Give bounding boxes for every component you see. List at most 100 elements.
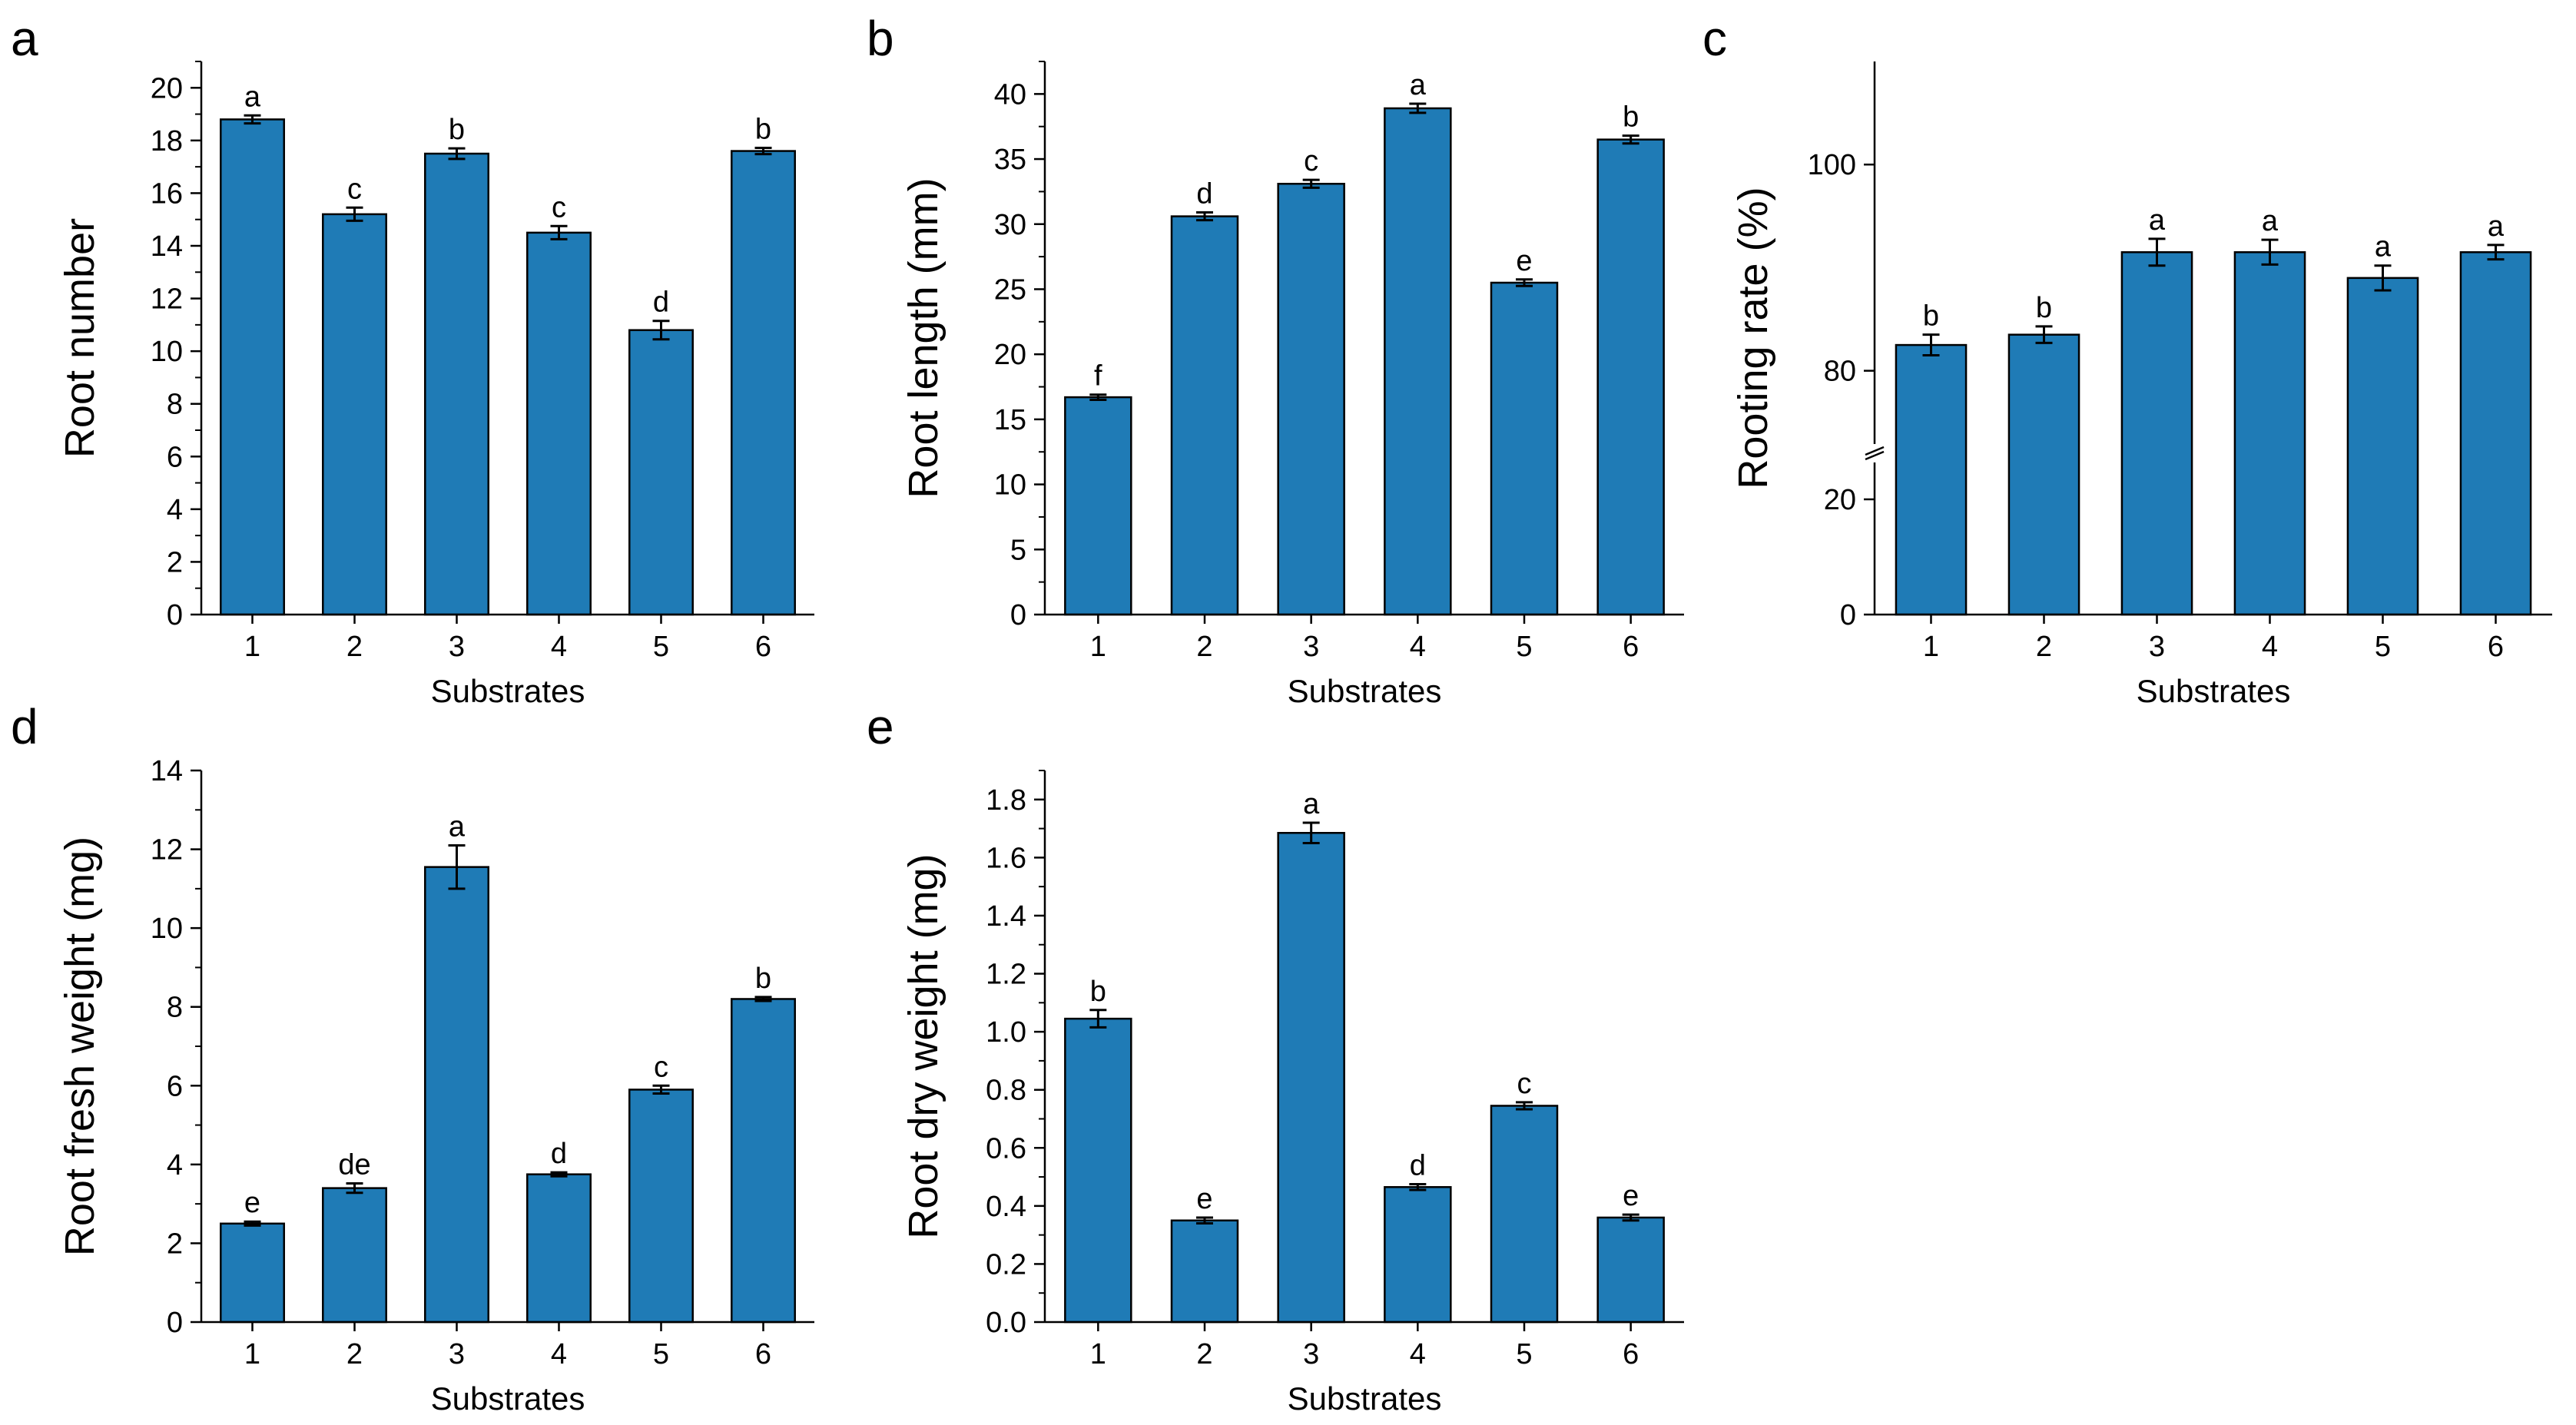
x-axis-title: Substrates: [431, 673, 585, 709]
y-tick-label: 14: [151, 230, 183, 263]
significance-letter: a: [2149, 204, 2166, 237]
y-tick-label: 0.0: [986, 1307, 1026, 1339]
y-tick-label: 20: [1824, 484, 1856, 516]
y-tick-label: 18: [151, 125, 183, 157]
significance-letter: b: [1623, 101, 1639, 134]
significance-letter: e: [1196, 1183, 1212, 1215]
y-axis-title: Root fresh weight (mg): [57, 837, 103, 1256]
significance-letter: c: [552, 191, 566, 224]
x-tick-label: 6: [2488, 631, 2504, 663]
x-axis-title: Substrates: [1288, 1380, 1442, 1417]
y-tick-label: 0: [1010, 599, 1026, 631]
bar: [628, 1089, 694, 1324]
y-tick-label: 35: [994, 144, 1026, 176]
x-tick-label: 6: [755, 1338, 771, 1370]
significance-letter: de: [338, 1148, 370, 1181]
significance-letter: e: [1516, 245, 1532, 277]
x-tick-label: 2: [346, 631, 363, 663]
y-tick-label: 5: [1010, 534, 1026, 566]
y-tick-label: 8: [167, 992, 183, 1024]
significance-letter: b: [755, 963, 771, 995]
x-tick-label: 1: [1090, 1338, 1106, 1370]
significance-letter: c: [654, 1051, 668, 1083]
bar: [1170, 215, 1239, 616]
y-tick-label: 2: [167, 546, 183, 578]
x-tick-label: 3: [2149, 631, 2165, 663]
x-tick-label: 4: [1410, 631, 1426, 663]
bar: [1596, 1216, 1665, 1324]
x-tick-label: 4: [551, 631, 567, 663]
y-tick-label: 15: [994, 404, 1026, 436]
x-tick-label: 2: [1196, 631, 1212, 663]
bar: [2120, 251, 2193, 616]
bar: [322, 213, 387, 616]
bar: [1064, 396, 1132, 616]
x-tick-label: 2: [1196, 1338, 1212, 1370]
bar: [1384, 1186, 1452, 1324]
axis-break-mark: [1865, 446, 1885, 456]
bar: [322, 1187, 387, 1324]
significance-letter: c: [347, 173, 362, 205]
significance-letter: b: [1923, 300, 1939, 333]
significance-letter: c: [1517, 1068, 1532, 1100]
x-tick-label: 5: [1516, 1338, 1532, 1370]
x-tick-label: 1: [1923, 631, 1939, 663]
bar: [424, 866, 489, 1324]
y-tick-label: 1.2: [986, 959, 1026, 991]
x-tick-label: 3: [449, 1338, 465, 1370]
axis-break-mark: [1865, 450, 1885, 461]
significance-letter: e: [1623, 1180, 1639, 1212]
y-tick-label: 0: [1840, 599, 1856, 631]
bar: [2007, 333, 2080, 616]
x-tick-label: 1: [244, 1338, 260, 1370]
x-tick-label: 2: [346, 1338, 363, 1370]
significance-letter: a: [244, 81, 261, 113]
bar: [2459, 251, 2532, 616]
significance-letter: f: [1094, 360, 1102, 393]
y-axis-title: Root number: [57, 218, 103, 458]
y-axis-title: Root length (mm): [900, 177, 947, 498]
y-tick-label: 4: [167, 494, 183, 526]
y-tick-label: 10: [994, 469, 1026, 502]
bar: [2346, 277, 2419, 616]
significance-letter: d: [1196, 178, 1212, 210]
x-tick-label: 5: [2375, 631, 2391, 663]
bar: [526, 1173, 592, 1324]
significance-letter: a: [1303, 788, 1320, 820]
panel-label-b: b: [867, 11, 894, 66]
x-tick-label: 3: [1303, 631, 1319, 663]
significance-letter: b: [755, 113, 771, 145]
panel-label-a: a: [11, 11, 38, 66]
x-tick-label: 4: [1410, 1338, 1426, 1370]
y-tick-label: 0.4: [986, 1191, 1026, 1223]
y-tick-label: 1.4: [986, 900, 1026, 933]
y-tick-label: 10: [151, 336, 183, 368]
significance-letter: a: [2375, 231, 2392, 263]
x-tick-label: 3: [1303, 1338, 1319, 1370]
y-tick-label: 0.6: [986, 1132, 1026, 1165]
significance-letter: b: [449, 114, 465, 146]
bar: [1277, 831, 1345, 1324]
y-tick-label: 6: [167, 441, 183, 473]
y-tick-label: 20: [994, 339, 1026, 371]
y-axis-title: Root dry weight (mg): [900, 853, 947, 1238]
bar: [1490, 1105, 1559, 1324]
panel-a-plot: a 1 c 2 b 3 c 4 d 5 b 6 0 2 4 6 8 10 12 14 16 18 20 Substrates R…: [57, 61, 814, 709]
x-axis-title: Substrates: [1288, 673, 1442, 709]
panel-d-plot: e 1 de 2 a 3 d 4 c 5 b 6 0 2 4 6 8 10 12 14 Substrates Root f…: [57, 755, 814, 1417]
x-axis-title: Substrates: [431, 1380, 585, 1417]
y-tick-label: 12: [151, 283, 183, 316]
y-tick-label: 16: [151, 177, 183, 210]
x-tick-label: 1: [1090, 631, 1106, 663]
significance-letter: a: [2262, 205, 2279, 237]
y-tick-label: 0: [167, 599, 183, 631]
significance-letter: e: [244, 1187, 260, 1219]
y-tick-label: 20: [151, 72, 183, 104]
y-tick-label: 0.8: [986, 1075, 1026, 1107]
bar: [1490, 281, 1559, 616]
bar: [1064, 1017, 1132, 1324]
y-tick-label: 14: [151, 755, 183, 787]
bar: [220, 118, 285, 616]
x-tick-label: 5: [653, 1338, 669, 1370]
